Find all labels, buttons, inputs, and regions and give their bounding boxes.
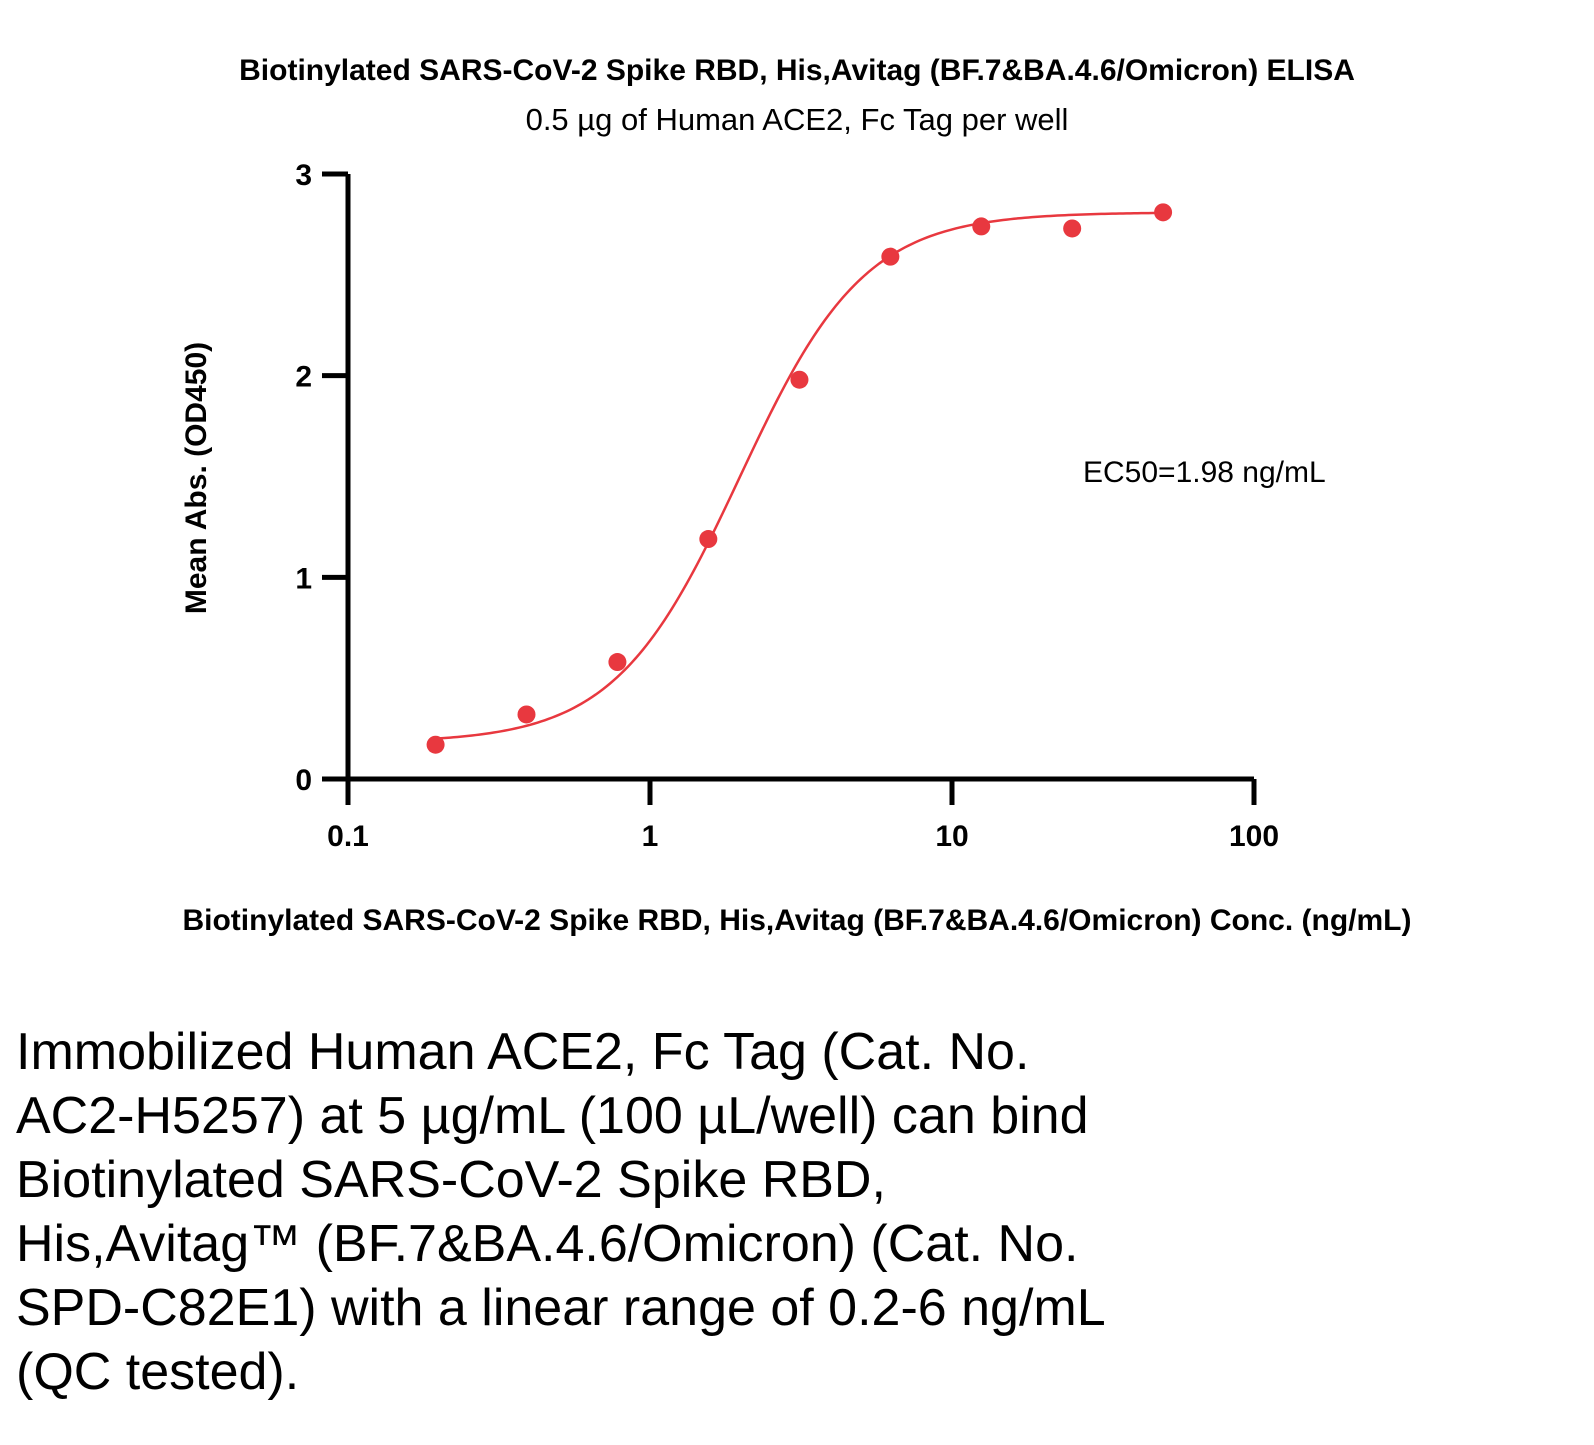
figure-caption: Immobilized Human ACE2, Fc Tag (Cat. No.… xyxy=(16,1023,1106,1401)
data-point xyxy=(1063,219,1082,238)
data-point xyxy=(881,247,900,266)
x-tick-label: 1 xyxy=(642,820,659,853)
data-point xyxy=(1154,203,1173,222)
data-point xyxy=(790,370,809,389)
chart-title: Biotinylated SARS-CoV-2 Spike RBD, His,A… xyxy=(239,54,1355,87)
data-point xyxy=(517,705,536,724)
data-point xyxy=(608,653,627,672)
y-axis-label: Mean Abs. (OD450) xyxy=(180,342,213,614)
data-point xyxy=(972,217,991,236)
y-tick-label: 2 xyxy=(295,361,312,394)
elisa-chart: Biotinylated SARS-CoV-2 Spike RBD, His,A… xyxy=(180,54,1412,937)
x-tick-label: 100 xyxy=(1229,820,1279,853)
y-tick-label: 0 xyxy=(295,764,312,797)
x-axis-label: Biotinylated SARS-CoV-2 Spike RBD, His,A… xyxy=(182,904,1411,937)
data-point xyxy=(699,530,718,549)
data-points xyxy=(426,203,1173,754)
chart-subtitle: 0.5 µg of Human ACE2, Fc Tag per well xyxy=(526,102,1069,137)
y-tick-label: 3 xyxy=(295,159,312,192)
ec50-annotation: EC50=1.98 ng/mL xyxy=(1083,456,1326,489)
x-axis: 0.1 1 10 100 xyxy=(322,776,1279,853)
y-axis: 0 1 2 3 xyxy=(295,159,351,797)
fit-curve xyxy=(435,211,1164,740)
x-tick-label: 0.1 xyxy=(327,820,369,853)
y-tick-label: 1 xyxy=(295,562,312,595)
x-tick-label: 10 xyxy=(935,820,968,853)
data-point xyxy=(426,735,445,754)
